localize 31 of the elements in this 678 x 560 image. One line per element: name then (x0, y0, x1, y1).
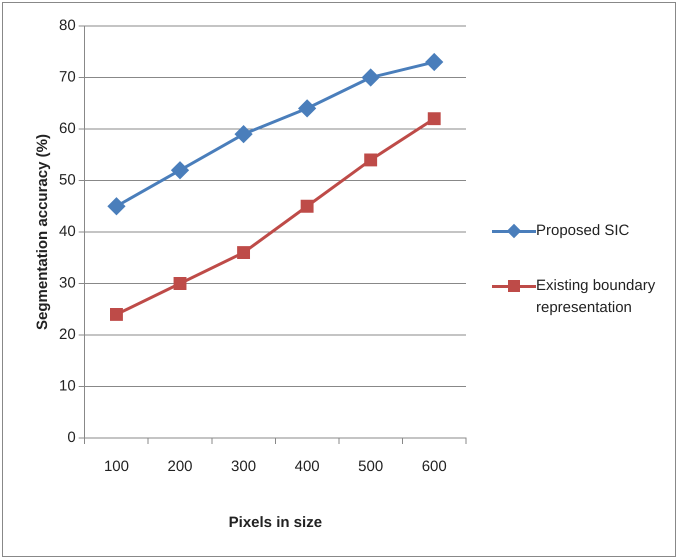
x-tick-label: 600 (422, 458, 447, 476)
legend-label: Existing boundary representation (536, 276, 656, 318)
point (237, 246, 250, 260)
point (364, 153, 378, 166)
x-tick-label: 500 (358, 458, 384, 476)
y-tick-label: 60 (58, 120, 76, 138)
point (426, 54, 443, 71)
point (428, 112, 441, 126)
point (174, 277, 186, 290)
point (362, 69, 380, 86)
y-tick-label: 50 (58, 172, 76, 189)
y-axis-title: Segmentation accuracy (%) (34, 134, 52, 330)
x-tick-label: 100 (104, 458, 129, 476)
y-tick-label: 10 (58, 378, 76, 395)
y-tick-label: 0 (67, 429, 76, 446)
point (172, 162, 189, 179)
y-tick-label: 80 (58, 17, 76, 34)
point (108, 198, 125, 215)
legend-label: Proposed SIC (536, 221, 630, 241)
point (110, 308, 123, 321)
x-tick-label: 200 (168, 458, 193, 476)
x-tick-label: 300 (231, 458, 256, 476)
y-tick-label: 40 (58, 223, 76, 240)
point (235, 126, 252, 143)
y-tick-label: 30 (58, 274, 76, 292)
point (298, 100, 316, 117)
x-tick-label: 400 (294, 458, 320, 476)
point (300, 200, 314, 213)
y-tick-label: 20 (58, 326, 76, 344)
x-axis-title: Pixels in size (228, 514, 322, 532)
y-tick-label: 70 (58, 68, 76, 86)
